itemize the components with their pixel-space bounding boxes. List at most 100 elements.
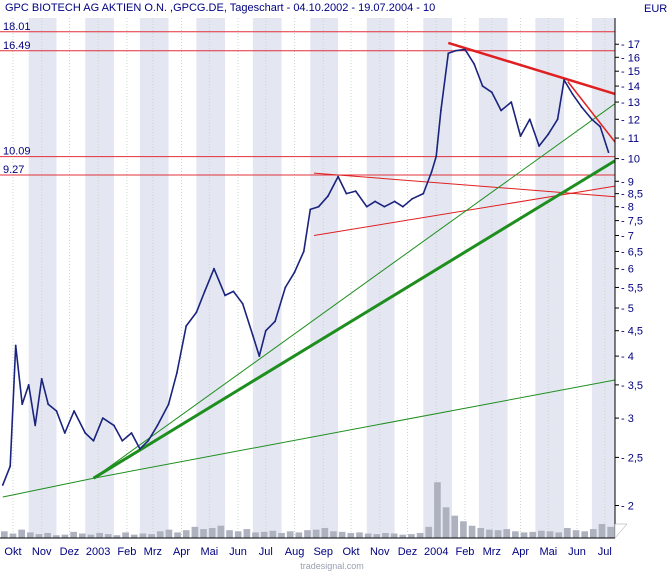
horizontal-levels: 18.01 16.49 10.09 9.27 — [0, 21, 615, 176]
volume-bar — [104, 534, 112, 538]
price-point — [337, 175, 339, 178]
volume-bar — [122, 532, 129, 538]
price-point — [138, 448, 141, 450]
y-tick-label: - 2,5 — [621, 452, 643, 464]
volume-bar — [356, 532, 363, 538]
y-tick-label: - 7 — [621, 230, 634, 242]
price-point — [101, 417, 104, 419]
volume-bar — [96, 532, 103, 538]
price-point — [481, 85, 484, 87]
price-point — [40, 377, 43, 380]
volume-bar — [373, 534, 381, 538]
y-tick-label: - 3 — [621, 413, 634, 425]
volume-bar — [312, 529, 320, 538]
month-band — [139, 18, 169, 538]
volume-bar — [512, 531, 519, 538]
price-point — [435, 155, 438, 158]
volume-bar — [278, 532, 285, 538]
volume-bar — [330, 531, 337, 538]
price-point — [121, 439, 124, 442]
volume-bar — [434, 482, 441, 538]
x-tick-label: Mai — [200, 546, 218, 558]
price-point — [63, 432, 66, 434]
y-tick-label: - 10 — [621, 154, 640, 166]
y-tick-label: - 14 — [621, 81, 640, 93]
price-point — [195, 311, 198, 314]
month-band — [85, 18, 114, 538]
y-tick-label: - 8,5 — [621, 189, 643, 201]
month-band — [423, 18, 452, 538]
price-point — [241, 302, 244, 305]
volume-bar — [286, 531, 294, 538]
y-tick-label: - 3,5 — [621, 380, 643, 392]
volume-bar — [529, 531, 537, 538]
volume-bar — [9, 533, 17, 538]
volume-bar — [208, 527, 216, 538]
volume-bar — [1, 531, 8, 538]
volume-bar — [321, 527, 329, 538]
x-tick-label: Jun — [568, 546, 586, 558]
volume-bar — [78, 533, 86, 538]
y-tick-label: - 13 — [621, 97, 640, 109]
price-point — [1, 484, 4, 486]
volume-bar — [243, 529, 251, 538]
x-tick-label: 2004 — [424, 546, 448, 558]
price-point — [21, 403, 24, 406]
price-point — [374, 200, 377, 203]
price-point — [464, 48, 466, 51]
volume-bar — [581, 531, 589, 538]
price-point — [113, 424, 115, 427]
volume-bar — [304, 530, 311, 538]
month-band — [366, 18, 395, 538]
x-tick-label: Jul — [598, 546, 612, 558]
volume-bar — [130, 534, 138, 538]
price-point — [345, 192, 348, 195]
volume-bar — [408, 534, 415, 538]
trendline-green — [93, 379, 616, 479]
price-point — [393, 200, 396, 203]
volume-bar — [295, 532, 303, 538]
level-label: 9.27 — [3, 164, 24, 176]
x-tick-label: Jul — [259, 546, 273, 558]
x-tick-label: Dez — [398, 546, 418, 558]
price-point — [365, 205, 368, 208]
price-point — [490, 91, 493, 94]
x-tick-label: Apr — [512, 546, 529, 558]
volume-bar — [451, 515, 459, 538]
price-point — [14, 344, 17, 347]
price-point — [383, 205, 386, 208]
volume-bar — [399, 534, 407, 538]
x-tick-label: Feb — [455, 546, 474, 558]
volume-bar — [486, 529, 493, 538]
price-point — [556, 118, 559, 121]
price-point — [264, 329, 267, 332]
volume-bar — [347, 532, 355, 538]
volume-bar — [520, 532, 528, 538]
volume-bar — [52, 535, 60, 538]
month-band — [310, 18, 339, 538]
y-tick-label: - 6,5 — [621, 246, 643, 258]
chart-title: GPC BIOTECH AG AKTIEN O.N. ,GPCG.DE, Tag… — [5, 2, 435, 14]
volume-bar — [182, 530, 190, 538]
volume-bar — [477, 527, 485, 538]
volume-bar — [607, 526, 614, 538]
price-point — [92, 439, 95, 442]
y-tick-label: - 15 — [621, 66, 640, 78]
volume-bar — [217, 525, 225, 538]
level-label: 10.09 — [3, 146, 31, 158]
volume-bar — [590, 529, 597, 538]
x-tick-label: Dez — [60, 546, 80, 558]
trendline-green — [92, 159, 616, 480]
y-tick-label: - 16 — [621, 52, 640, 64]
volume-bar — [156, 531, 164, 538]
volume-bar — [174, 532, 181, 538]
x-tick-label: Mai — [539, 546, 557, 558]
volume-bar — [382, 532, 389, 538]
volume-bar — [468, 525, 476, 538]
price-point — [454, 49, 457, 52]
x-tick-label: Okt — [4, 546, 21, 558]
trendline-red — [567, 81, 616, 143]
price-point — [538, 145, 540, 147]
